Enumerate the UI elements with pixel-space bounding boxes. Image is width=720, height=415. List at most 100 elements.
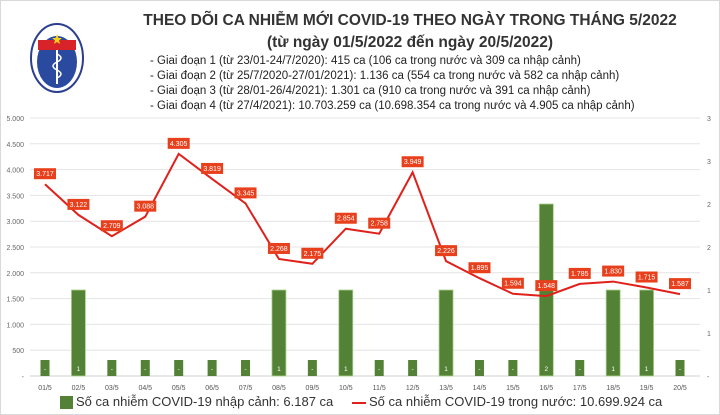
bar-09/5 (307, 360, 317, 376)
y-right-tick-label: 3 (707, 159, 711, 166)
legend-label-imported: Số ca nhiễm COVID-19 nhập cảnh: 6.187 ca (76, 394, 334, 409)
y-right-tick-label: 2 (707, 245, 711, 252)
bar-data-label: - (412, 366, 414, 373)
line-data-label-box (34, 168, 56, 180)
bar-15/5 (508, 360, 518, 376)
y-right-tick-label: 3 (707, 116, 711, 123)
bar-data-label: - (178, 366, 180, 373)
x-tick-label: 02/5 (72, 385, 86, 392)
bar-data-label: 1 (277, 366, 281, 373)
line-data-label-box (134, 200, 157, 212)
y-left-tick-label: 3.000 (6, 219, 24, 226)
bar-19/5 (639, 289, 654, 377)
x-tick-label: 03/5 (105, 385, 119, 392)
line-data-label-box (167, 137, 190, 149)
bar-data-label: - (311, 366, 313, 373)
x-tick-label: 05/5 (172, 385, 186, 392)
bar-data-label: - (111, 366, 113, 373)
bar-20/5 (675, 360, 685, 376)
y-right-tick-label: 1 (707, 288, 711, 295)
line-data-label: 2.709 (103, 223, 121, 230)
x-tick-label: 13/5 (439, 385, 453, 392)
bar-data-label: - (378, 366, 380, 373)
line-data-label: 1.895 (471, 265, 489, 272)
bar-01/5 (40, 360, 50, 376)
line-data-label: 3.819 (203, 166, 221, 173)
bar-07/5 (241, 360, 251, 376)
line-data-label: 3.088 (136, 204, 154, 211)
ministry-of-health-logo (30, 23, 84, 93)
y-left-tick-label: 3.500 (6, 193, 24, 200)
chart-title: THEO DÕI CA NHIỄM MỚI COVID-19 THEO NGÀY… (143, 12, 677, 29)
legend-swatch-line (352, 401, 366, 404)
note-phase-2: - Giai đoạn 2 (từ 25/7/2020-27/01/2021):… (150, 70, 620, 82)
line-data-label-box (401, 156, 424, 168)
bar-data-label: - (144, 366, 146, 373)
bar-08/5 (271, 289, 287, 377)
bar-05/5 (174, 360, 184, 376)
y-left-tick-label: 500 (12, 348, 24, 355)
bar-data-label: - (478, 366, 480, 373)
line-data-label-box (201, 162, 224, 174)
bar-data-label: - (244, 366, 246, 373)
line-data-label: 1.594 (504, 281, 522, 288)
bar-data-label: - (44, 366, 46, 373)
line-data-label-box (602, 265, 625, 277)
y-left-tick-label: 5.000 (6, 116, 24, 123)
legend-item-domestic: Số ca nhiễm COVID-19 trong nước: 10.699.… (352, 394, 662, 409)
bar-data-label: 1 (444, 366, 448, 373)
x-tick-label: 04/5 (138, 385, 152, 392)
x-tick-label: 01/5 (38, 385, 52, 392)
bar-13/5 (438, 289, 454, 377)
x-tick-label: 10/5 (339, 385, 353, 392)
x-tick-label: 20/5 (673, 385, 687, 392)
bar-data-label: - (211, 366, 213, 373)
line-data-label: 2.226 (437, 248, 455, 255)
bar-data-label: - (679, 366, 681, 373)
y-left-tick-label: 1.000 (6, 322, 24, 329)
line-data-label: 1.715 (638, 275, 656, 282)
x-tick-label: 16/5 (540, 385, 554, 392)
x-tick-label: 09/5 (306, 385, 320, 392)
note-phase-1: - Giai đoạn 1 (từ 23/01-24/7/2020): 415 … (150, 55, 581, 67)
legend-swatch-bar (60, 396, 73, 410)
line-data-label-box (535, 280, 558, 292)
x-tick-label: 18/5 (606, 385, 620, 392)
bar-12/5 (408, 360, 418, 376)
y-left-tick-label: - (22, 374, 25, 381)
line-data-label: 2.854 (337, 216, 355, 223)
line-data-label: 1.587 (671, 281, 689, 288)
line-data-label: 1.785 (571, 271, 589, 278)
x-tick-label: 11/5 (373, 385, 386, 392)
line-data-label: 3.949 (404, 159, 422, 166)
y-right-tick-label: 1 (707, 331, 711, 338)
line-data-label: 2.268 (270, 246, 288, 253)
line-data-label-box (435, 245, 458, 257)
bar-11/5 (374, 360, 384, 376)
line-data-label: 1.830 (604, 269, 622, 276)
x-tick-label: 14/5 (473, 385, 487, 392)
x-tick-label: 08/5 (272, 385, 286, 392)
bar-10/5 (338, 289, 354, 377)
line-data-label: 1.548 (538, 283, 556, 290)
line-data-label-box (100, 220, 123, 232)
x-tick-label: 17/5 (573, 385, 587, 392)
bar-data-label: - (512, 366, 514, 373)
line-data-label-box (267, 242, 290, 254)
line-data-label-box (67, 198, 90, 210)
y-left-tick-label: 2.000 (6, 271, 24, 278)
line-data-label-box (368, 217, 391, 229)
legend-item-imported: Số ca nhiễm COVID-19 nhập cảnh: 6.187 ca (60, 394, 334, 410)
x-tick-label: 06/5 (205, 385, 219, 392)
line-data-label-box (468, 262, 491, 274)
line-data-label-box (501, 277, 524, 289)
y-left-tick-label: 1.500 (6, 297, 24, 304)
y-left-tick-label: 2.500 (6, 245, 24, 252)
x-tick-label: 15/5 (506, 385, 520, 392)
line-data-label-box (635, 271, 658, 283)
y-left-tick-label: 4.500 (6, 142, 24, 149)
bar-06/5 (207, 360, 217, 376)
bar-02/5 (71, 289, 86, 377)
bar-03/5 (107, 360, 117, 376)
legend-label-domestic: Số ca nhiễm COVID-19 trong nước: 10.699.… (369, 394, 663, 409)
